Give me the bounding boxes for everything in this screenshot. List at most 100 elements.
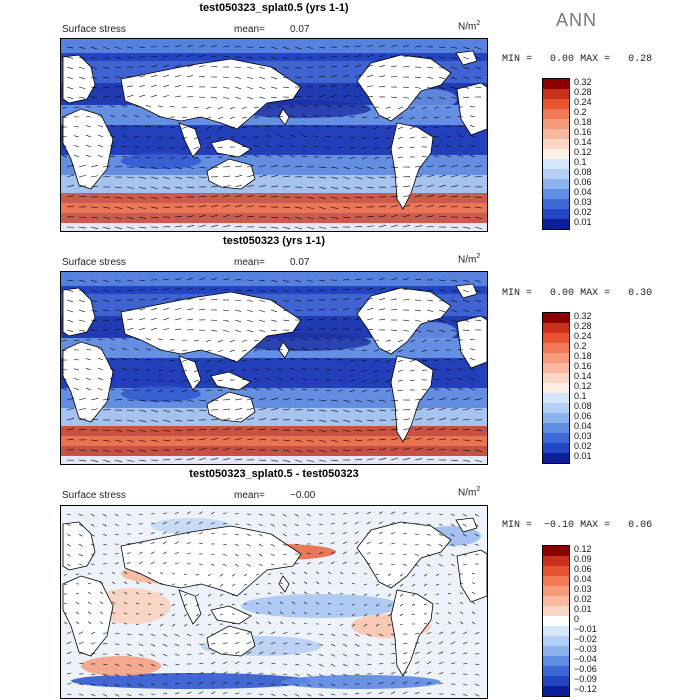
panel-2-minmax: MIN = 0.00 MAX = 0.30: [502, 288, 653, 299]
colorbar-tick-label: 0.32: [574, 311, 592, 321]
colorbar-tick-label: 0.12: [574, 544, 592, 554]
colorbar-tick-label: 0.02: [574, 207, 592, 217]
panel-2-units: N/m2: [458, 253, 481, 266]
colorbar-swatch: [543, 109, 569, 119]
colorbar-swatch: [543, 596, 569, 606]
colorbar-swatch: [543, 89, 569, 99]
colorbar-tick-label: 0.18: [574, 351, 592, 361]
colorbar-tick-label: 0.12: [574, 381, 592, 391]
colorbar-swatch: [543, 576, 569, 586]
panel-3-field-label: Surface stress: [62, 490, 126, 501]
colorbar-swatch: [543, 586, 569, 596]
panel-2-map: [60, 271, 488, 465]
colorbar-tick-label: 0.1: [574, 391, 587, 401]
panel-3-units: N/m2: [458, 486, 481, 499]
colorbar-tick-label: 0.02: [574, 594, 592, 604]
colorbar-tick-label: 0.28: [574, 87, 592, 97]
panel-1-minmax: MIN = 0.00 MAX = 0.28: [502, 54, 653, 65]
panel-2-title: test050323 (yrs 1-1): [222, 235, 326, 247]
colorbar-swatch: [543, 333, 569, 343]
colorbar-tick-label: 0.08: [574, 401, 592, 411]
colorbar-swatch: [543, 139, 569, 149]
colorbar-tick-label: 0.24: [574, 97, 592, 107]
colorbar-tick-label: 0.06: [574, 177, 592, 187]
colorbar-swatch: [543, 433, 569, 443]
colorbar-tick-label: 0.03: [574, 431, 592, 441]
colorbar-tick-label: −0.09: [574, 674, 597, 684]
colorbar-swatch: [543, 323, 569, 333]
colorbar-tick-label: 0.2: [574, 107, 587, 117]
colorbar-swatch: [543, 99, 569, 109]
colorbar-tick-label: 0.02: [574, 441, 592, 451]
colorbar-swatch: [543, 566, 569, 576]
colorbar-swatch: [543, 646, 569, 656]
colorbar-tick-label: 0.16: [574, 127, 592, 137]
colorbar-tick-label: 0.01: [574, 604, 592, 614]
panel-1-colorbar: [542, 78, 570, 230]
panel-2-colorbar: [542, 312, 570, 464]
colorbar-swatch: [543, 159, 569, 169]
colorbar-tick-label: 0.01: [574, 217, 592, 227]
colorbar-swatch: [543, 179, 569, 189]
colorbar-tick-label: 0.04: [574, 187, 592, 197]
colorbar-tick-label: −0.02: [574, 634, 597, 644]
colorbar-swatch: [543, 423, 569, 433]
colorbar-tick-label: 0.32: [574, 77, 592, 87]
colorbar-swatch: [543, 393, 569, 403]
colorbar-swatch: [543, 149, 569, 159]
colorbar-tick-label: 0.09: [574, 554, 592, 564]
colorbar-swatch: [543, 363, 569, 373]
panel-2-mean-label: mean=: [234, 257, 265, 268]
colorbar-tick-label: 0.14: [574, 137, 592, 147]
colorbar-tick-label: 0.04: [574, 574, 592, 584]
colorbar-tick-label: −0.01: [574, 624, 597, 634]
colorbar-swatch: [543, 616, 569, 626]
season-label: ANN: [556, 10, 598, 30]
colorbar-swatch: [543, 353, 569, 363]
colorbar-swatch: [543, 189, 569, 199]
colorbar-tick-label: 0.12: [574, 147, 592, 157]
colorbar-swatch: [543, 686, 569, 696]
colorbar-tick-label: 0.1: [574, 157, 587, 167]
panel-2-mean-value: 0.07: [290, 257, 310, 268]
panel-3-mean-label: mean=: [234, 490, 265, 501]
colorbar-tick-label: 0: [574, 614, 580, 624]
colorbar-tick-label: 0.24: [574, 331, 592, 341]
panel-3-colorbar: [542, 545, 570, 697]
colorbar-tick-label: 0.04: [574, 421, 592, 431]
panel-3-title: test050323_splat0.5 - test050323: [189, 468, 359, 480]
colorbar-swatch: [543, 219, 569, 229]
panel-3-minmax: MIN = −0.10 MAX = 0.06: [502, 520, 653, 531]
colorbar-swatch: [543, 443, 569, 453]
colorbar-tick-label: 0.08: [574, 167, 592, 177]
colorbar-swatch: [543, 169, 569, 179]
colorbar-tick-label: 0.01: [574, 451, 592, 461]
panel-1-map: [60, 38, 488, 232]
colorbar-tick-label: 0.03: [574, 584, 592, 594]
colorbar-swatch: [543, 413, 569, 423]
colorbar-swatch: [543, 79, 569, 89]
colorbar-swatch: [543, 383, 569, 393]
panel-2-field-label: Surface stress: [62, 257, 126, 268]
colorbar-tick-label: 0.28: [574, 321, 592, 331]
colorbar-swatch: [543, 606, 569, 616]
panel-1-title: test050323_splat0.5 (yrs 1-1): [199, 2, 349, 14]
colorbar-swatch: [543, 656, 569, 666]
colorbar-tick-label: 0.18: [574, 117, 592, 127]
colorbar-swatch: [543, 199, 569, 209]
colorbar-swatch: [543, 676, 569, 686]
panel-3-mean-value: −0.00: [290, 490, 316, 501]
panel-1-mean-value: 0.07: [290, 24, 310, 35]
colorbar-tick-label: 0.2: [574, 341, 587, 351]
colorbar-tick-label: −0.03: [574, 644, 597, 654]
colorbar-tick-label: 0.06: [574, 411, 592, 421]
colorbar-swatch: [543, 403, 569, 413]
colorbar-swatch: [543, 626, 569, 636]
colorbar-tick-label: 0.06: [574, 564, 592, 574]
colorbar-tick-label: −0.12: [574, 684, 597, 694]
colorbar-swatch: [543, 636, 569, 646]
colorbar-tick-label: 0.16: [574, 361, 592, 371]
colorbar-swatch: [543, 556, 569, 566]
colorbar-swatch: [543, 343, 569, 353]
colorbar-swatch: [543, 453, 569, 463]
